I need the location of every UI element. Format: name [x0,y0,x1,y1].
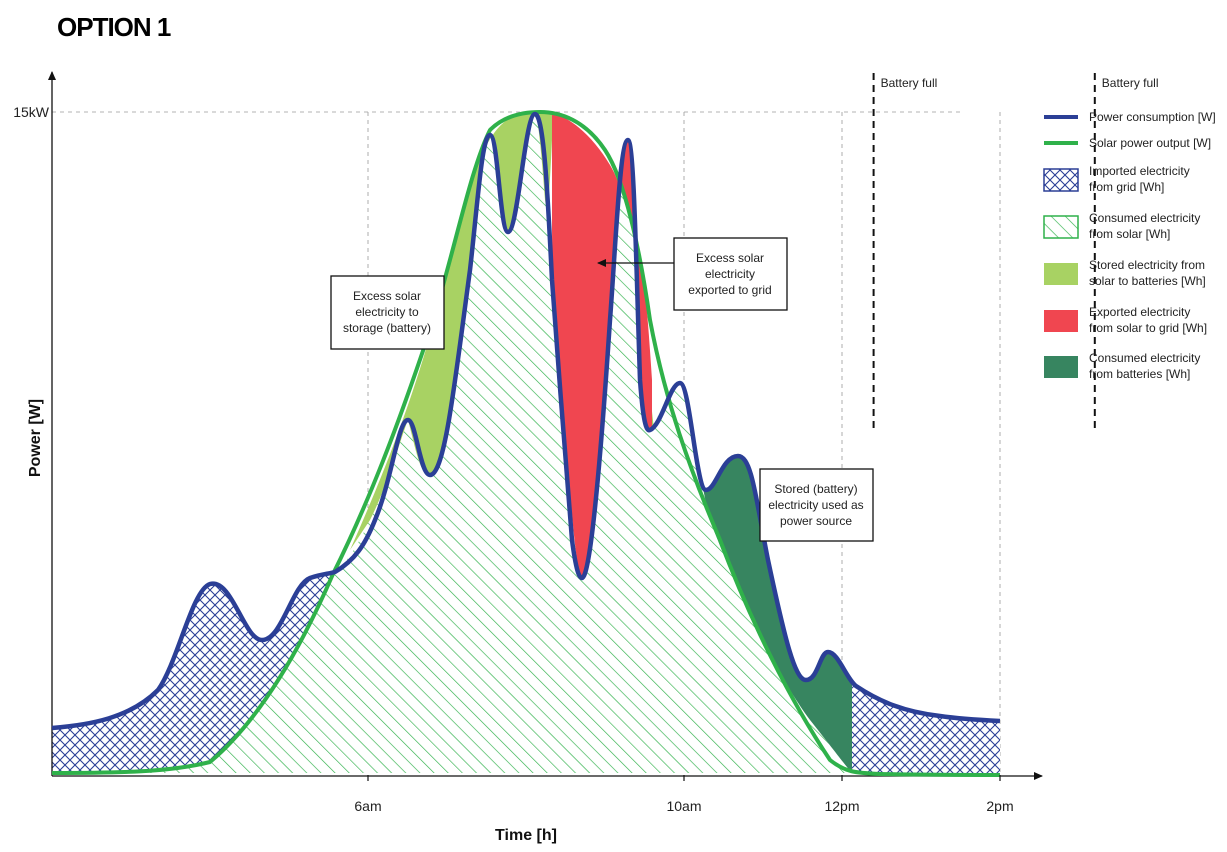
legend-item: Stored electricity from solar to batterie… [1044,258,1206,288]
solar-output-line [51,110,1001,777]
callout-battery-used: Stored (battery) electricity used as power… [759,468,874,542]
legend-label: Stored electricity from solar to batterie… [1089,258,1206,288]
chart-title: OPTION 1 [57,12,171,42]
legend-swatch [1043,168,1079,192]
legend-swatch [1044,310,1078,332]
imported-left-region [52,573,333,773]
legend-swatch [1044,263,1078,285]
legend-item: Exported electricity from solar to grid [… [1044,305,1207,335]
callout-storage: Excess solar electricity to storage (batte… [330,275,445,350]
legend-label: Solar power output [W] [1089,136,1211,150]
legend-item: Consumed electricity from batteries [Wh] [1044,351,1200,381]
battery-consumed-region [652,383,852,773]
axes [48,71,1043,780]
series-lines [51,110,1001,777]
legend-item: Solar power output [W] [1044,136,1211,150]
legend-label: Consumed electricity from solar [Wh] [1089,211,1200,241]
ticks: 6am10am12pm2pm6pm15kW [13,104,1013,814]
x-axis-label: Time [h] [495,827,557,844]
battery-marker-label: Battery full [1102,76,1159,90]
legend-swatch [1043,215,1079,239]
x-tick-label: 6am [354,798,381,814]
legend-label: Consumed electricity from batteries [Wh] [1089,351,1200,381]
legend-item: Power consumption [W] [1044,110,1216,124]
legend-label: Exported electricity from solar to grid [… [1089,305,1207,335]
legend-label: Imported electricity from grid [Wh] [1089,164,1190,194]
y-axis-label: Power [W] [27,399,44,477]
callout-text: Excess solar electricity exported to grid [688,251,771,297]
callout-text: Stored (battery) electricity used as power… [768,482,863,528]
legend: Power consumption [W] Solar power output … [1043,110,1216,381]
legend-item: Consumed electricity from solar [Wh] [1043,211,1200,241]
callout-text: Excess solar electricity to storage (batte… [343,289,431,335]
x-tick-label: 12pm [824,798,859,814]
y-tick-label: 15kW [13,104,50,120]
legend-item: Imported electricity from grid [Wh] [1043,164,1190,194]
x-tick-label: 10am [666,798,701,814]
legend-label: Power consumption [W] [1089,110,1216,124]
stored-to-battery-region [350,112,552,550]
x-tick-label: 2pm [986,798,1013,814]
consumption-line [51,111,1001,731]
battery-marker-label: Battery full [881,76,938,90]
regions [52,112,1000,775]
legend-swatch [1044,356,1078,378]
solar-consumed-region [52,114,852,773]
exported-to-grid-region [552,112,652,578]
callout-exported: Excess solar electricity exported to grid [597,237,788,311]
callouts: Excess solar electricity to storage (batte… [330,237,874,542]
